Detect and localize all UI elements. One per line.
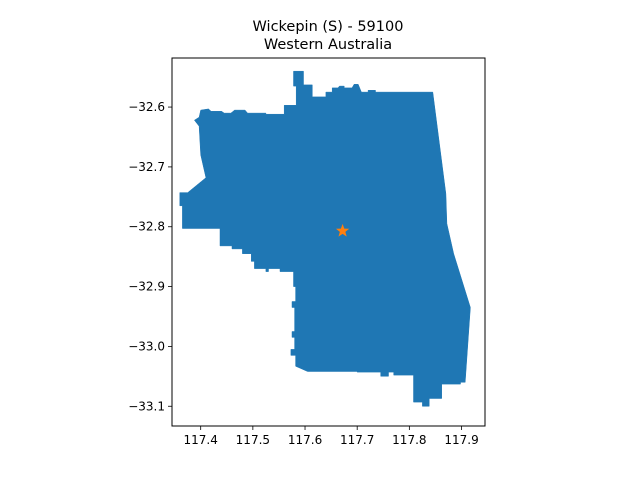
x-tick-label: 117.9	[444, 433, 478, 447]
title-line-2: Western Australia	[264, 37, 392, 53]
y-tick-label: −32.7	[128, 160, 165, 174]
y-tick-label: −32.6	[128, 100, 165, 114]
axes-frame	[171, 57, 486, 427]
centroid-star-marker	[335, 223, 350, 237]
x-tick-label: 117.8	[392, 433, 426, 447]
x-tick-label: 117.7	[340, 433, 374, 447]
x-tick-label: 117.6	[288, 433, 322, 447]
x-tick-label: 117.4	[184, 433, 218, 447]
region-boundary	[179, 70, 471, 407]
y-tick-label: −33.0	[128, 339, 165, 353]
y-tick-label: −33.1	[128, 399, 165, 413]
y-tick-label: −32.8	[128, 220, 165, 234]
x-axis: 117.4 117.5 117.6 117.7 117.8 117.9	[184, 426, 479, 447]
y-tick-label: −32.9	[128, 280, 165, 294]
title-line-1: Wickepin (S) - 59100	[253, 19, 404, 35]
x-tick-label: 117.5	[236, 433, 270, 447]
y-axis: −32.6 −32.7 −32.8 −32.9 −33.0 −33.1	[128, 100, 172, 413]
